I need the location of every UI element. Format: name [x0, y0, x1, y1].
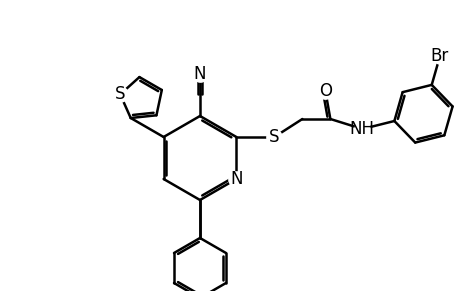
- Text: S: S: [115, 85, 125, 103]
- Text: Br: Br: [431, 47, 449, 65]
- Text: NH: NH: [350, 120, 375, 138]
- Text: O: O: [319, 82, 332, 100]
- Text: N: N: [230, 170, 243, 188]
- Text: N: N: [194, 65, 206, 83]
- Text: S: S: [269, 128, 280, 146]
